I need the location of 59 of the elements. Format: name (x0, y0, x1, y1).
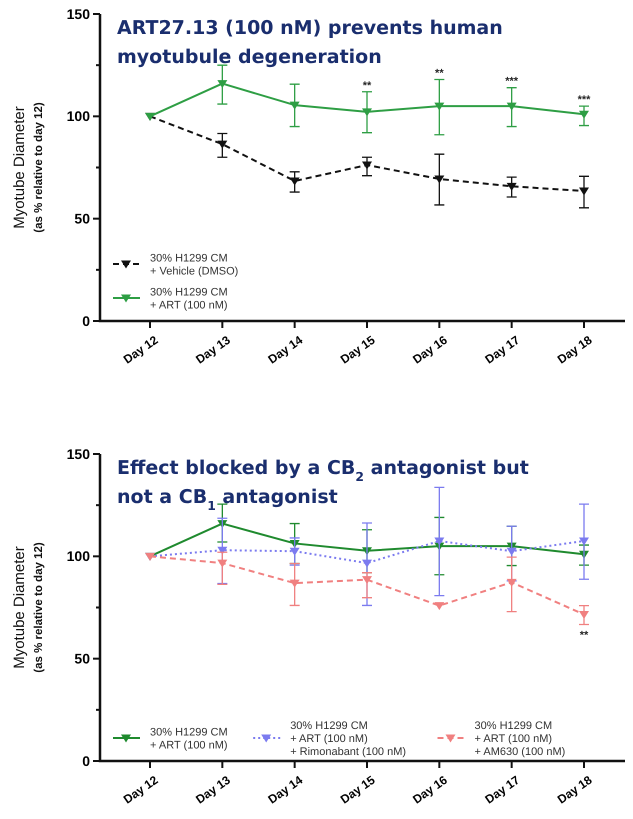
y-tick-label: 150 (66, 446, 90, 462)
chart-title: Effect blocked by a CB$_{2}$ antagonist but not a CB$_{1}$ antagonist (117, 457, 529, 513)
point (362, 108, 372, 116)
point (290, 548, 300, 556)
point (506, 578, 517, 587)
x-tick-label: Day 18 (554, 332, 595, 367)
x-tick-label: Day 14 (265, 332, 306, 367)
point (290, 178, 300, 186)
y-tick-label: 50 (74, 210, 90, 227)
point (579, 110, 589, 119)
point (434, 602, 444, 610)
y-tick-label: 100 (66, 548, 90, 564)
point (506, 102, 517, 111)
y-tick-label: 0 (82, 752, 90, 769)
point (362, 560, 372, 568)
point (506, 548, 517, 556)
point (506, 182, 517, 191)
x-tick-label: Day 16 (410, 772, 450, 807)
x-tick-label: Day 13 (193, 332, 234, 367)
annotation: ** (580, 629, 589, 642)
point (579, 537, 589, 546)
y-tick-label: 100 (66, 108, 90, 124)
x-tick-label: Day 12 (120, 332, 161, 367)
annotation: ** (435, 67, 444, 80)
point (579, 610, 589, 619)
point (434, 175, 444, 184)
legend-label: 30% H1299 CM + ART (100 nM) (150, 726, 228, 752)
legend-label: 30% H1299 CM + Vehicle (DMSO) (150, 252, 238, 278)
y-axis-title: Myotube Diameter (as % relative to day 12) (11, 102, 45, 233)
point (362, 576, 372, 584)
legend-label: 30% H1299 CM + ART (100 nM) + Rimonabant (100 nM) (290, 720, 406, 758)
x-tick-label: Day 13 (193, 772, 234, 807)
x-tick-label: Day 17 (482, 772, 522, 807)
y-axis-title: Myotube Diameter (as % relative to day 12) (11, 542, 45, 673)
x-tick-label: Day 12 (120, 772, 161, 807)
legend-label: 30% H1299 CM + ART (100 nM) + AM630 (100 nM) (474, 720, 566, 758)
y-tick-label: 150 (66, 6, 90, 22)
x-tick-label: Day 18 (554, 772, 595, 807)
annotation: *** (505, 76, 519, 88)
point (217, 140, 228, 149)
x-tick-label: Day 16 (410, 332, 450, 367)
point (217, 560, 228, 568)
point (579, 188, 589, 196)
chart-title: ART27.13 (100 nM) prevents human myotubule degeneration (117, 17, 503, 68)
annotation: *** (578, 94, 592, 106)
legend-label: 30% H1299 CM + ART (100 nM) (150, 286, 228, 312)
y-tick-label: 50 (74, 650, 90, 667)
x-tick-label: Day 14 (265, 772, 306, 807)
y-tick-label: 0 (82, 312, 90, 329)
x-tick-label: Day 17 (482, 332, 522, 367)
annotation: ** (362, 80, 372, 92)
x-tick-label: Day 15 (338, 332, 378, 367)
x-tick-label: Day 15 (338, 772, 378, 807)
point (290, 102, 300, 110)
point (434, 537, 444, 546)
point (362, 162, 372, 170)
point (217, 80, 228, 88)
point (434, 102, 444, 111)
point (290, 580, 300, 588)
